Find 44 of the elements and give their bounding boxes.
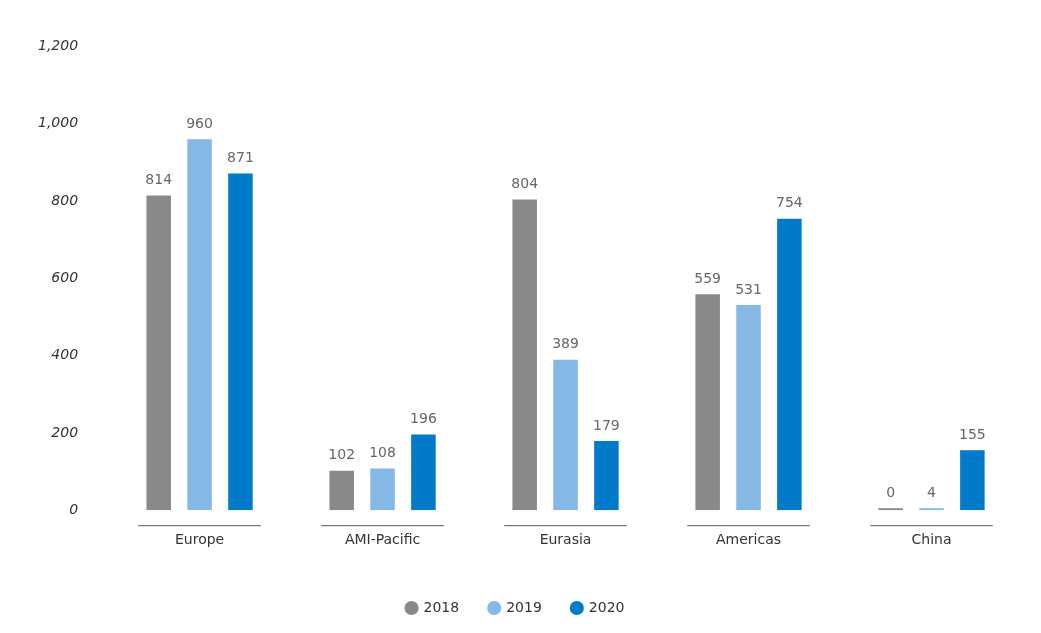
data-label: 389 xyxy=(552,335,579,352)
data-label: 108 xyxy=(369,444,396,461)
data-label: 559 xyxy=(694,269,722,286)
data-label: 155 xyxy=(959,425,986,442)
x-tick-label: Europe xyxy=(174,531,225,548)
x-tick-label: Americas xyxy=(716,531,782,548)
y-tick-label: 1,000 xyxy=(37,114,79,131)
x-tick-label: Eurasia xyxy=(539,531,592,548)
data-label: 754 xyxy=(776,194,803,211)
x-tick-label: AMI-Pacific xyxy=(344,531,421,548)
bar xyxy=(777,218,802,511)
bar xyxy=(553,359,578,511)
y-tick-label: 1,200 xyxy=(37,37,79,54)
x-tick-label: China xyxy=(911,531,952,548)
bar xyxy=(228,173,253,511)
data-label: 4 xyxy=(927,483,937,500)
data-label: 196 xyxy=(410,410,437,427)
y-tick-label: 400 xyxy=(51,346,79,363)
bar xyxy=(960,450,985,511)
y-tick-label: 600 xyxy=(51,268,79,285)
data-label: 960 xyxy=(186,114,213,131)
bar xyxy=(187,139,212,511)
data-label: 102 xyxy=(328,446,356,463)
data-label: 0 xyxy=(886,483,896,500)
bar xyxy=(594,441,619,511)
bar xyxy=(411,434,436,511)
data-label: 804 xyxy=(511,175,539,192)
data-label: 531 xyxy=(735,280,762,297)
data-label: 871 xyxy=(227,149,254,166)
bar xyxy=(736,304,761,511)
y-tick-label: 800 xyxy=(51,191,79,208)
bar xyxy=(370,468,395,511)
legend-label: 2020 xyxy=(588,598,625,615)
y-tick-label: 200 xyxy=(51,423,79,440)
data-label: 814 xyxy=(145,171,173,188)
bar xyxy=(512,199,537,511)
bar xyxy=(146,195,171,511)
legend-label: 2019 xyxy=(506,598,542,615)
bar xyxy=(329,470,354,511)
bar xyxy=(695,294,720,511)
legend-label: 2018 xyxy=(423,598,460,615)
data-label: 179 xyxy=(593,416,620,433)
bar xyxy=(919,508,944,511)
y-tick-label: 0 xyxy=(69,500,79,517)
